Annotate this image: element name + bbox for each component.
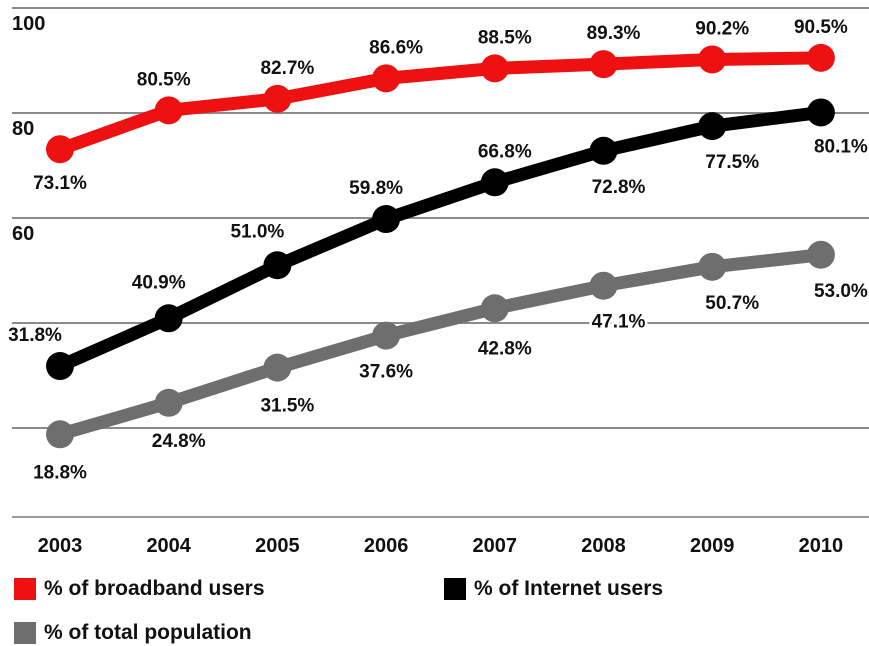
data-label: 72.8%	[592, 177, 646, 198]
data-label: 86.6%	[369, 37, 423, 58]
y-tick-label: 80	[12, 118, 34, 140]
series-line	[53, 51, 828, 156]
y-tick-label: 100	[12, 13, 45, 35]
x-tick-label: 2007	[473, 535, 518, 557]
data-point	[806, 240, 835, 269]
data-point	[480, 294, 509, 323]
data-label: 80.1%	[814, 136, 868, 157]
data-point	[154, 96, 183, 125]
data-label: 47.1%	[592, 312, 646, 333]
data-point	[806, 43, 835, 72]
data-label: 42.8%	[478, 338, 532, 359]
data-label: 37.6%	[359, 362, 413, 383]
data-label: 51.0%	[230, 221, 284, 242]
data-label: 80.5%	[137, 69, 191, 90]
legend-swatch-internet	[444, 578, 466, 600]
data-point	[46, 352, 74, 381]
data-label: 59.8%	[349, 178, 403, 199]
data-point	[46, 135, 74, 164]
data-label: 31.5%	[260, 396, 314, 417]
legend-label-population: % of total population	[44, 621, 252, 644]
data-point	[154, 304, 183, 333]
data-point	[263, 353, 292, 382]
x-tick-label: 2006	[364, 535, 409, 557]
data-point	[372, 321, 401, 350]
data-point	[263, 84, 292, 113]
data-point	[46, 420, 74, 449]
data-point	[263, 251, 292, 280]
data-point	[480, 168, 509, 197]
series-line	[53, 248, 828, 441]
legend-label-internet: % of Internet users	[474, 577, 664, 600]
x-tick-label: 2008	[581, 535, 626, 557]
legend-item-population: % of total population	[14, 621, 252, 645]
x-tick-label: 2010	[799, 535, 844, 557]
data-label: 89.3%	[587, 23, 641, 44]
data-point	[372, 64, 401, 93]
data-label: 31.8%	[8, 325, 62, 346]
x-tick-label: 2004	[146, 535, 191, 557]
data-point	[698, 112, 727, 141]
x-tick-label: 2009	[690, 535, 735, 557]
data-label: 50.7%	[705, 293, 759, 314]
data-point	[154, 388, 183, 417]
data-point	[698, 45, 727, 74]
legend-swatch-population	[14, 622, 36, 644]
legend-item-internet: % of Internet users	[444, 577, 663, 601]
data-label: 40.9%	[132, 272, 186, 293]
x-tick-label: 2003	[38, 535, 83, 557]
legend-label-broadband: % of broadband users	[44, 577, 265, 600]
data-point	[589, 136, 618, 165]
data-point	[589, 50, 618, 79]
data-label: 18.8%	[33, 462, 87, 483]
data-label: 90.2%	[695, 18, 749, 39]
data-point	[589, 271, 618, 300]
series-line	[53, 105, 828, 373]
data-label: 90.5%	[794, 17, 848, 38]
data-label: 73.1%	[33, 173, 87, 194]
data-point	[806, 98, 835, 127]
data-point	[372, 205, 401, 234]
x-tick-label: 2005	[255, 535, 300, 557]
data-point	[698, 252, 727, 281]
data-label: 77.5%	[705, 152, 759, 173]
legend-item-broadband: % of broadband users	[14, 577, 265, 601]
legend-swatch-broadband	[14, 578, 36, 600]
data-label: 88.5%	[478, 27, 532, 48]
data-point	[480, 54, 509, 83]
data-label: 66.8%	[478, 141, 532, 162]
data-label: 82.7%	[260, 58, 314, 79]
data-label: 24.8%	[152, 431, 206, 452]
y-tick-label: 60	[12, 223, 34, 245]
data-label: 53.0%	[814, 281, 868, 302]
